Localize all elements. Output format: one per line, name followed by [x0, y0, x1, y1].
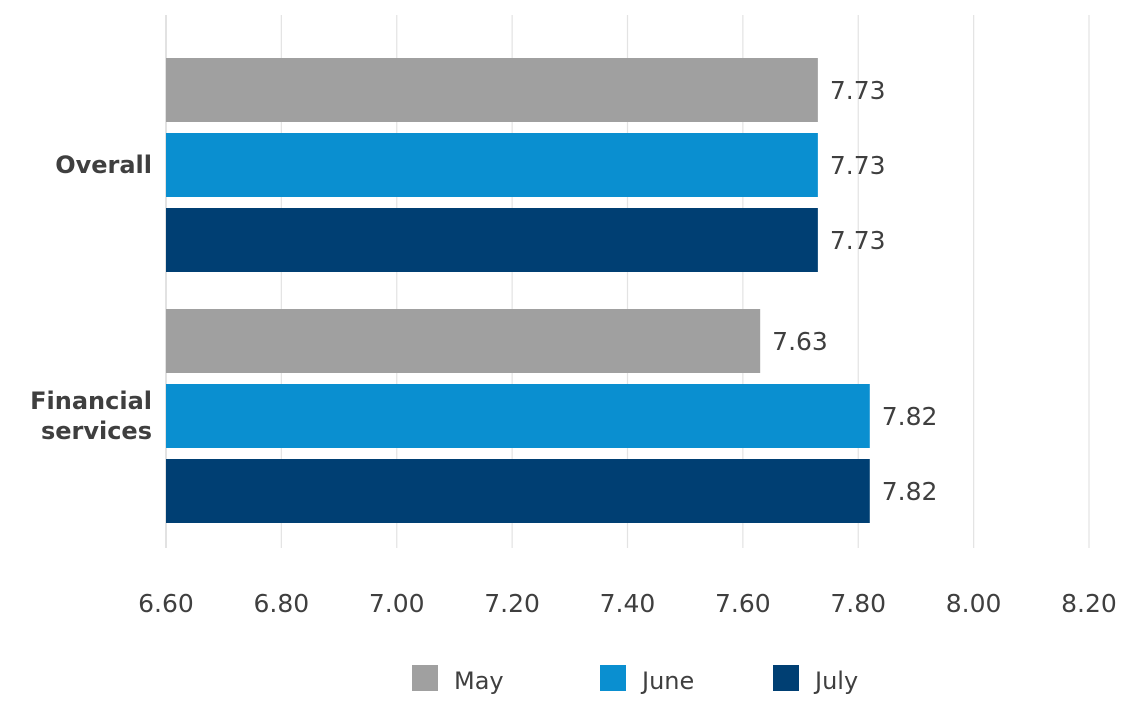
legend-swatch-june — [600, 665, 626, 691]
legend-label-june: June — [640, 667, 694, 695]
data-label: 7.63 — [772, 327, 828, 356]
legend-label-july: July — [813, 667, 858, 695]
legend-label-may: May — [454, 667, 504, 695]
legend-swatch-july — [773, 665, 799, 691]
bar-may — [166, 58, 818, 122]
x-tick-label: 7.80 — [830, 589, 886, 618]
legend: May June July — [412, 665, 858, 695]
bar-june — [166, 384, 870, 448]
x-tick-label: 6.60 — [138, 589, 194, 618]
data-label: 7.82 — [882, 402, 938, 431]
category-label: Overall — [55, 151, 152, 179]
legend-swatch-may — [412, 665, 438, 691]
x-tick-label: 7.20 — [484, 589, 540, 618]
bar-may — [166, 309, 761, 373]
x-tick-label: 6.80 — [254, 589, 310, 618]
category-label: Financial — [30, 387, 152, 415]
data-labels: 7.73 7.73 7.73 7.63 7.82 7.82 — [772, 76, 937, 506]
data-label: 7.73 — [830, 226, 886, 255]
x-tick-label: 7.60 — [715, 589, 771, 618]
x-tick-label: 8.00 — [946, 589, 1002, 618]
bar-july — [166, 459, 870, 523]
x-tick-label: 8.20 — [1061, 589, 1117, 618]
category-label: services — [41, 417, 152, 445]
bars — [166, 58, 870, 523]
bar-june — [166, 133, 818, 197]
data-label: 7.82 — [882, 477, 938, 506]
x-axis-ticks: 6.60 6.80 7.00 7.20 7.40 7.60 7.80 8.00 8.20 — [138, 589, 1117, 618]
data-label: 7.73 — [830, 151, 886, 180]
data-label: 7.73 — [830, 76, 886, 105]
x-tick-label: 7.00 — [369, 589, 425, 618]
bar-july — [166, 208, 818, 272]
x-tick-label: 7.40 — [600, 589, 656, 618]
